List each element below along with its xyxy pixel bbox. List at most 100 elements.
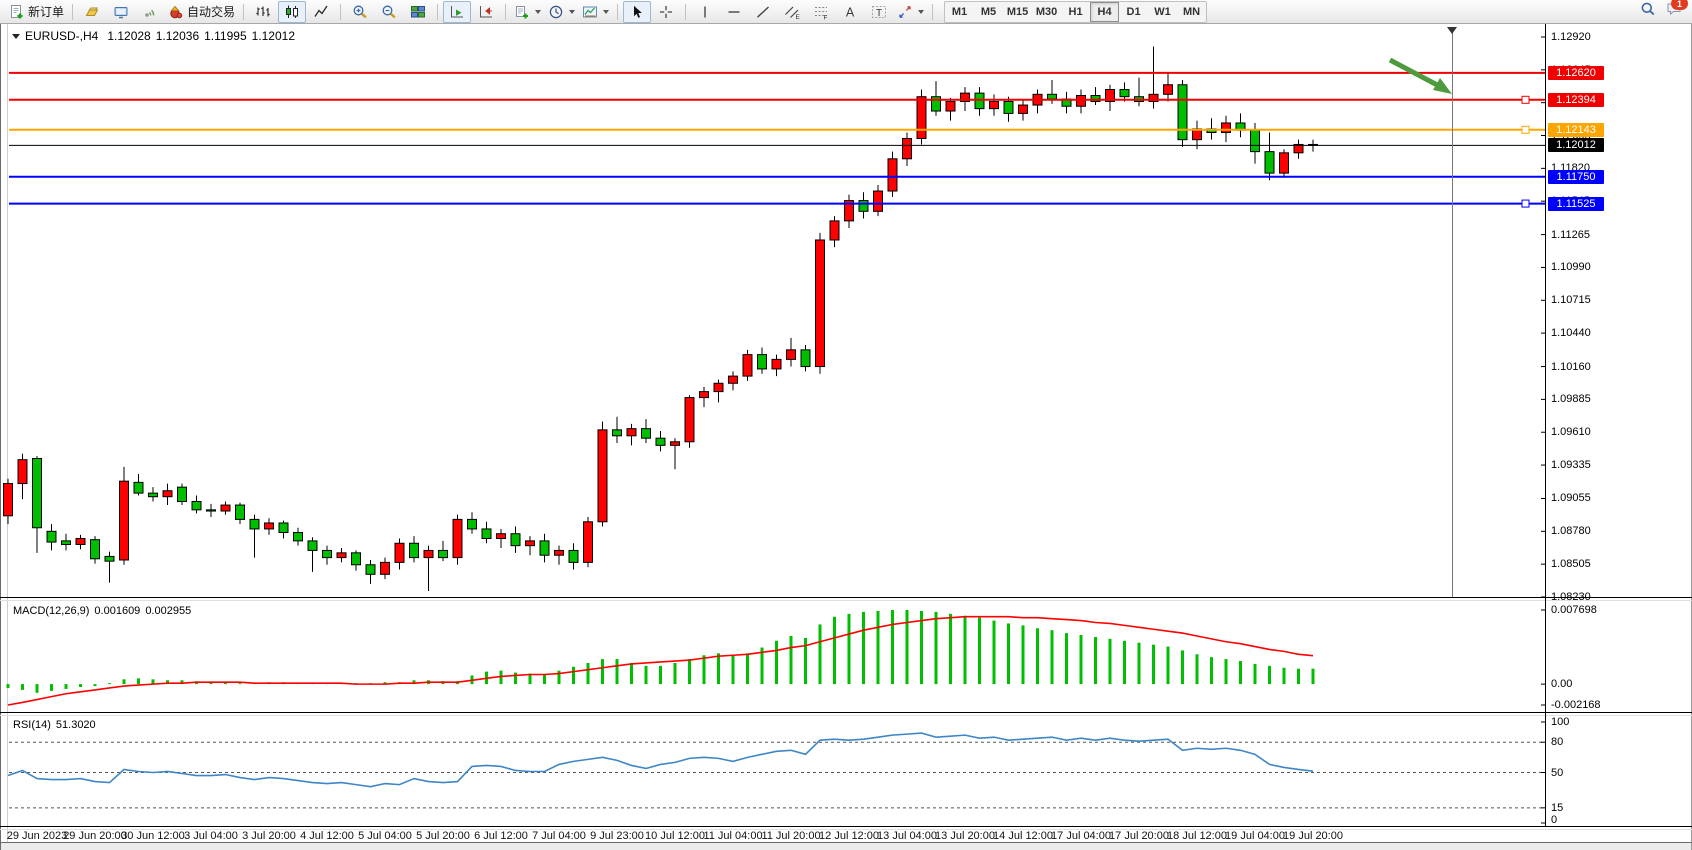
remote-desktop-button[interactable] <box>107 1 135 23</box>
zoom-in-icon <box>352 4 368 20</box>
clock-icon <box>548 4 564 20</box>
text-button[interactable]: A <box>836 1 864 23</box>
bull-candle <box>452 518 463 559</box>
bull-candle <box>162 490 173 498</box>
bear-candle <box>438 549 448 559</box>
bull-candle <box>742 354 753 377</box>
separator <box>685 3 687 20</box>
bull-candle <box>1148 93 1159 102</box>
gold-button[interactable] <box>78 1 106 23</box>
autotrading-icon <box>168 4 184 20</box>
line-handle[interactable] <box>1521 95 1530 104</box>
timeframe-button-H1[interactable]: H1 <box>1068 5 1083 18</box>
chart-canvas[interactable] <box>0 24 1692 850</box>
tile-windows-button[interactable] <box>404 1 432 23</box>
timeframe-button-W1[interactable]: W1 <box>1154 5 1171 18</box>
svg-text:A: A <box>846 5 855 19</box>
bear-candle <box>61 540 71 545</box>
tile-windows-icon <box>410 4 426 20</box>
separator <box>243 3 245 20</box>
open-value: 1.12028 <box>107 29 151 43</box>
bull-candle <box>554 549 564 556</box>
timeframe-button-MN[interactable]: MN <box>1182 5 1201 18</box>
bear-candle <box>351 552 361 566</box>
bear-candle <box>365 564 376 575</box>
line-chart-button[interactable] <box>307 1 335 23</box>
indicators-icon <box>514 4 530 20</box>
text-label-button[interactable]: T <box>865 1 893 23</box>
horizontal-line-button[interactable] <box>720 1 748 23</box>
macd-indicator-name: MACD(12,26,9) <box>13 605 90 617</box>
macd-pane-label: MACD(12,26,9) 0.001609 0.002955 <box>13 605 191 617</box>
arrows-icon <box>897 4 913 20</box>
toolbar-right: 1 <box>1640 0 1688 22</box>
svg-text:F: F <box>824 14 828 20</box>
zoom-in-button[interactable] <box>346 1 374 23</box>
trend-arrow-head[interactable] <box>1433 78 1452 94</box>
periods-button[interactable] <box>545 1 578 23</box>
bull-candle <box>525 540 535 547</box>
line-handle[interactable] <box>1521 199 1530 208</box>
bear-candle <box>104 555 115 562</box>
timeframe-button-M1[interactable]: M1 <box>951 5 968 18</box>
notifications-button[interactable]: 1 <box>1666 0 1688 22</box>
svg-text:T: T <box>876 8 882 19</box>
search-icon[interactable] <box>1640 1 1656 22</box>
bull-candle <box>699 391 709 399</box>
bull-candle <box>626 428 637 437</box>
chart-shift-button[interactable] <box>472 1 500 23</box>
timeframe-button-M5[interactable]: M5 <box>980 5 997 18</box>
chevron-down-icon <box>603 9 610 14</box>
bull-candle <box>264 522 274 530</box>
bear-candle <box>278 522 289 534</box>
text-icon: A <box>842 4 858 20</box>
indicators-button[interactable] <box>511 1 544 23</box>
equidistant-channel-icon: E <box>784 4 800 20</box>
bull-candle <box>844 200 854 222</box>
templates-button[interactable] <box>579 1 612 23</box>
new-order-button[interactable]: 新订单 <box>6 1 67 23</box>
auto-scroll-button[interactable] <box>443 0 472 23</box>
timeframe-button-D1[interactable]: D1 <box>1126 5 1141 18</box>
candlestick-chart-button[interactable] <box>278 0 307 23</box>
separator <box>340 3 342 20</box>
bear-candle <box>568 549 579 563</box>
timeframe-button-M15[interactable]: M15 <box>1006 5 1029 18</box>
crosshair-button[interactable] <box>652 1 680 23</box>
rsi-pane-label: RSI(14) 51.3020 <box>13 719 96 731</box>
equidistant-channel-button[interactable]: E <box>778 1 806 23</box>
bull-candle <box>1293 143 1304 154</box>
collapse-icon[interactable] <box>12 33 20 39</box>
bull-candle <box>786 349 796 360</box>
signals-button[interactable] <box>136 1 164 23</box>
macd-signal-line <box>7 615 1314 706</box>
fibonacci-button[interactable]: F <box>807 1 835 23</box>
arrows-button[interactable] <box>894 1 927 23</box>
template-chart-icon <box>582 4 598 20</box>
trend-arrow-shaft[interactable] <box>1388 57 1443 90</box>
bear-candle <box>191 500 202 511</box>
zoom-out-button[interactable] <box>375 1 403 23</box>
autotrading-label: 自动交易 <box>187 5 236 19</box>
cursor-button[interactable] <box>623 0 652 23</box>
bear-candle <box>307 540 318 551</box>
vertical-line-button[interactable] <box>691 1 719 23</box>
bear-candle <box>510 533 521 547</box>
bull-candle <box>1221 122 1231 134</box>
bull-candle <box>423 549 434 559</box>
bear-candle <box>1090 95 1101 102</box>
chart-shift-marker[interactable] <box>1447 27 1457 34</box>
new-order-icon <box>9 4 25 20</box>
bear-candle <box>249 518 260 530</box>
timeframe-button-H4[interactable]: H4 <box>1090 1 1120 22</box>
bull-candle <box>1018 104 1028 114</box>
bear-candle <box>177 486 187 502</box>
bar-chart-button[interactable] <box>249 1 277 23</box>
bull-candle <box>945 100 956 112</box>
autotrading-button[interactable]: 自动交易 <box>165 1 238 23</box>
line-handle[interactable] <box>1521 125 1530 134</box>
separator <box>72 3 74 20</box>
timeframe-button-M30[interactable]: M30 <box>1035 5 1058 18</box>
bull-candle <box>873 190 883 212</box>
trendline-button[interactable] <box>749 1 777 23</box>
